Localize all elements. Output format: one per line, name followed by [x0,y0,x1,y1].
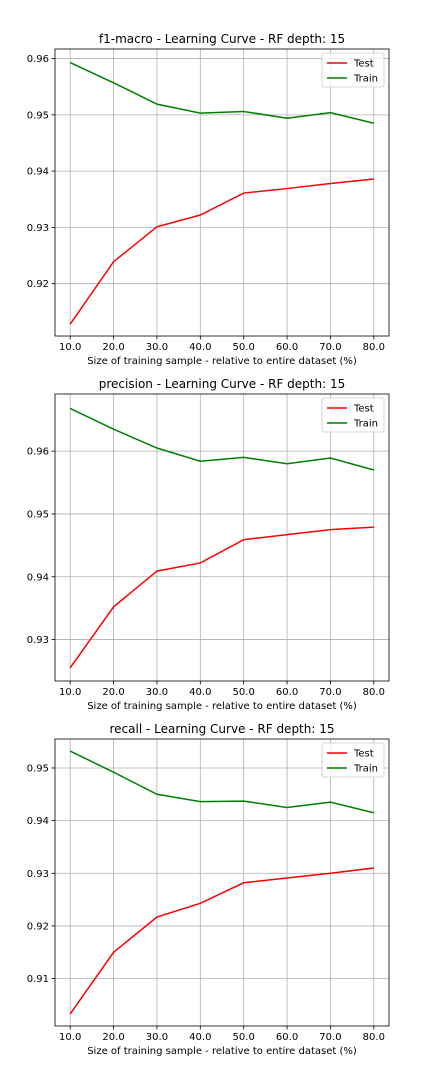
x-tick-label: 50.0 [233,342,255,353]
x-tick-label: 40.0 [189,1032,211,1043]
x-tick-label: 60.0 [276,1032,298,1043]
y-tick-label: 0.96 [27,54,49,65]
y-tick-label: 0.95 [27,763,49,774]
x-tick-label: 80.0 [363,342,385,353]
x-tick-label: 60.0 [276,342,298,353]
series-line-test [69,178,374,325]
x-tick-label: 70.0 [319,687,341,698]
x-tick-label: 30.0 [146,342,168,353]
y-tick-label: 0.93 [27,223,49,234]
x-axis-label: Size of training sample - relative to en… [87,701,357,712]
y-tick-label: 0.94 [27,572,49,583]
legend-label-test: Test [353,59,374,70]
x-tick-label: 40.0 [189,342,211,353]
series-line-train [69,407,375,471]
x-axis-label: Size of training sample - relative to en… [87,1046,357,1057]
legend-label-test: Test [353,404,374,415]
chart-title: f1-macro - Learning Curve - RF depth: 15 [99,32,345,46]
x-tick-label: 80.0 [363,1032,385,1043]
legend: Test Train [321,52,385,88]
x-tick-label: 10.0 [59,342,81,353]
x-tick-label: 10.0 [59,687,81,698]
series-line-train [69,750,374,814]
x-tick-label: 50.0 [233,1032,255,1043]
axes-frame [54,738,390,1027]
y-tick-label: 0.92 [27,279,49,290]
x-tick-label: 70.0 [319,342,341,353]
subplot-2: precision - Learning Curve - RF depth: 1… [27,377,390,712]
x-tick-label: 20.0 [102,342,124,353]
y-tick-label: 0.95 [27,110,49,121]
chart-title: precision - Learning Curve - RF depth: 1… [99,377,345,391]
chart-title: recall - Learning Curve - RF depth: 15 [109,722,334,736]
series-line-train [69,61,374,125]
series-line-test [69,526,374,669]
y-tick-label: 0.95 [27,509,49,520]
x-tick-label: 20.0 [102,687,124,698]
y-tick-label: 0.91 [27,974,49,985]
x-tick-label: 30.0 [146,687,168,698]
legend-label-train: Train [353,419,378,430]
x-tick-label: 70.0 [319,1032,341,1043]
y-tick-label: 0.93 [27,635,49,646]
x-tick-label: 30.0 [146,1032,168,1043]
y-tick-label: 0.92 [27,921,49,932]
legend-label-test: Test [353,749,374,760]
series-line-test [69,867,374,1015]
x-tick-label: 80.0 [363,687,385,698]
x-tick-label: 40.0 [189,687,211,698]
axes-frame [54,393,390,682]
x-axis-label: Size of training sample - relative to en… [87,356,357,367]
legend-label-train: Train [353,74,378,85]
x-tick-label: 50.0 [233,687,255,698]
subplot-3: recall - Learning Curve - RF depth: 15 10… [27,722,390,1057]
legend: Test Train [321,397,385,433]
x-tick-label: 60.0 [276,687,298,698]
x-tick-label: 20.0 [102,1032,124,1043]
y-tick-label: 0.96 [27,447,49,458]
y-tick-label: 0.94 [27,167,49,178]
subplot-1: f1-macro - Learning Curve - RF depth: 15… [27,32,390,367]
x-tick-label: 10.0 [59,1032,81,1043]
y-tick-label: 0.93 [27,869,49,880]
legend: Test Train [321,742,385,778]
y-tick-label: 0.94 [27,816,49,827]
legend-label-train: Train [353,764,378,775]
axes-frame [54,48,390,337]
